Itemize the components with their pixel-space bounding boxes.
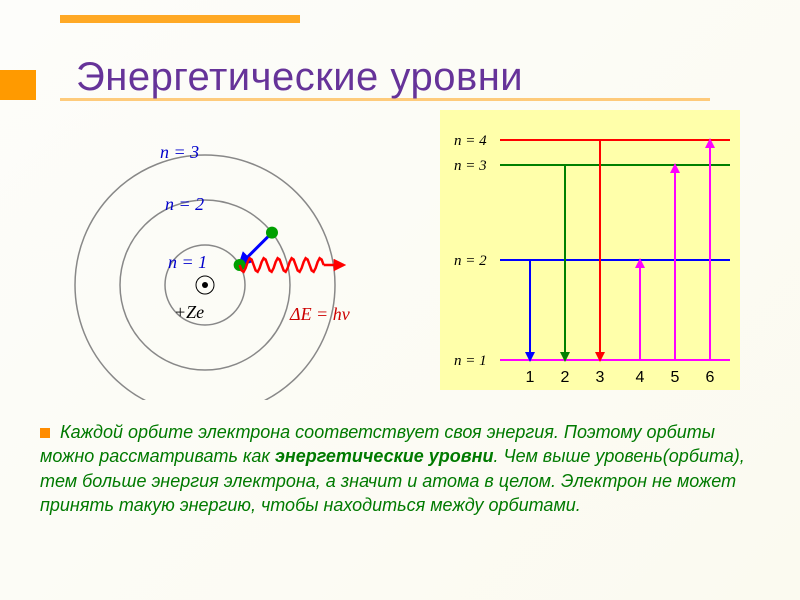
slide-body-text: Каждой орбите электрона соответствует св… — [40, 420, 760, 517]
svg-text:2: 2 — [561, 369, 570, 386]
svg-text:ΔE = hν: ΔE = hν — [289, 304, 350, 324]
svg-text:n = 3: n = 3 — [454, 158, 487, 174]
svg-text:6: 6 — [706, 369, 715, 386]
svg-text:n = 1: n = 1 — [168, 252, 207, 272]
svg-text:5: 5 — [671, 369, 680, 386]
energy-level-diagram: n = 1 n = 2 n = 3 n = 4 1 2 3 4 5 6 — [440, 110, 760, 400]
svg-text:3: 3 — [596, 369, 605, 386]
svg-text:n = 2: n = 2 — [454, 253, 487, 269]
svg-text:n = 3: n = 3 — [160, 142, 199, 162]
svg-text:1: 1 — [526, 369, 535, 386]
orbit-diagram: n = 1 n = 2 n = 3 +Ze ΔE = hν — [50, 110, 430, 400]
svg-text:4: 4 — [636, 369, 645, 386]
svg-text:n = 1: n = 1 — [454, 353, 487, 369]
bullet-icon — [40, 428, 50, 438]
svg-text:n = 4: n = 4 — [454, 133, 487, 149]
decorative-bar-top — [60, 15, 300, 23]
decorative-bar-left — [0, 70, 36, 100]
slide-title: Энергетические уровни — [76, 55, 523, 100]
svg-text:+Ze: +Ze — [174, 302, 204, 322]
svg-text:n = 2: n = 2 — [165, 194, 204, 214]
